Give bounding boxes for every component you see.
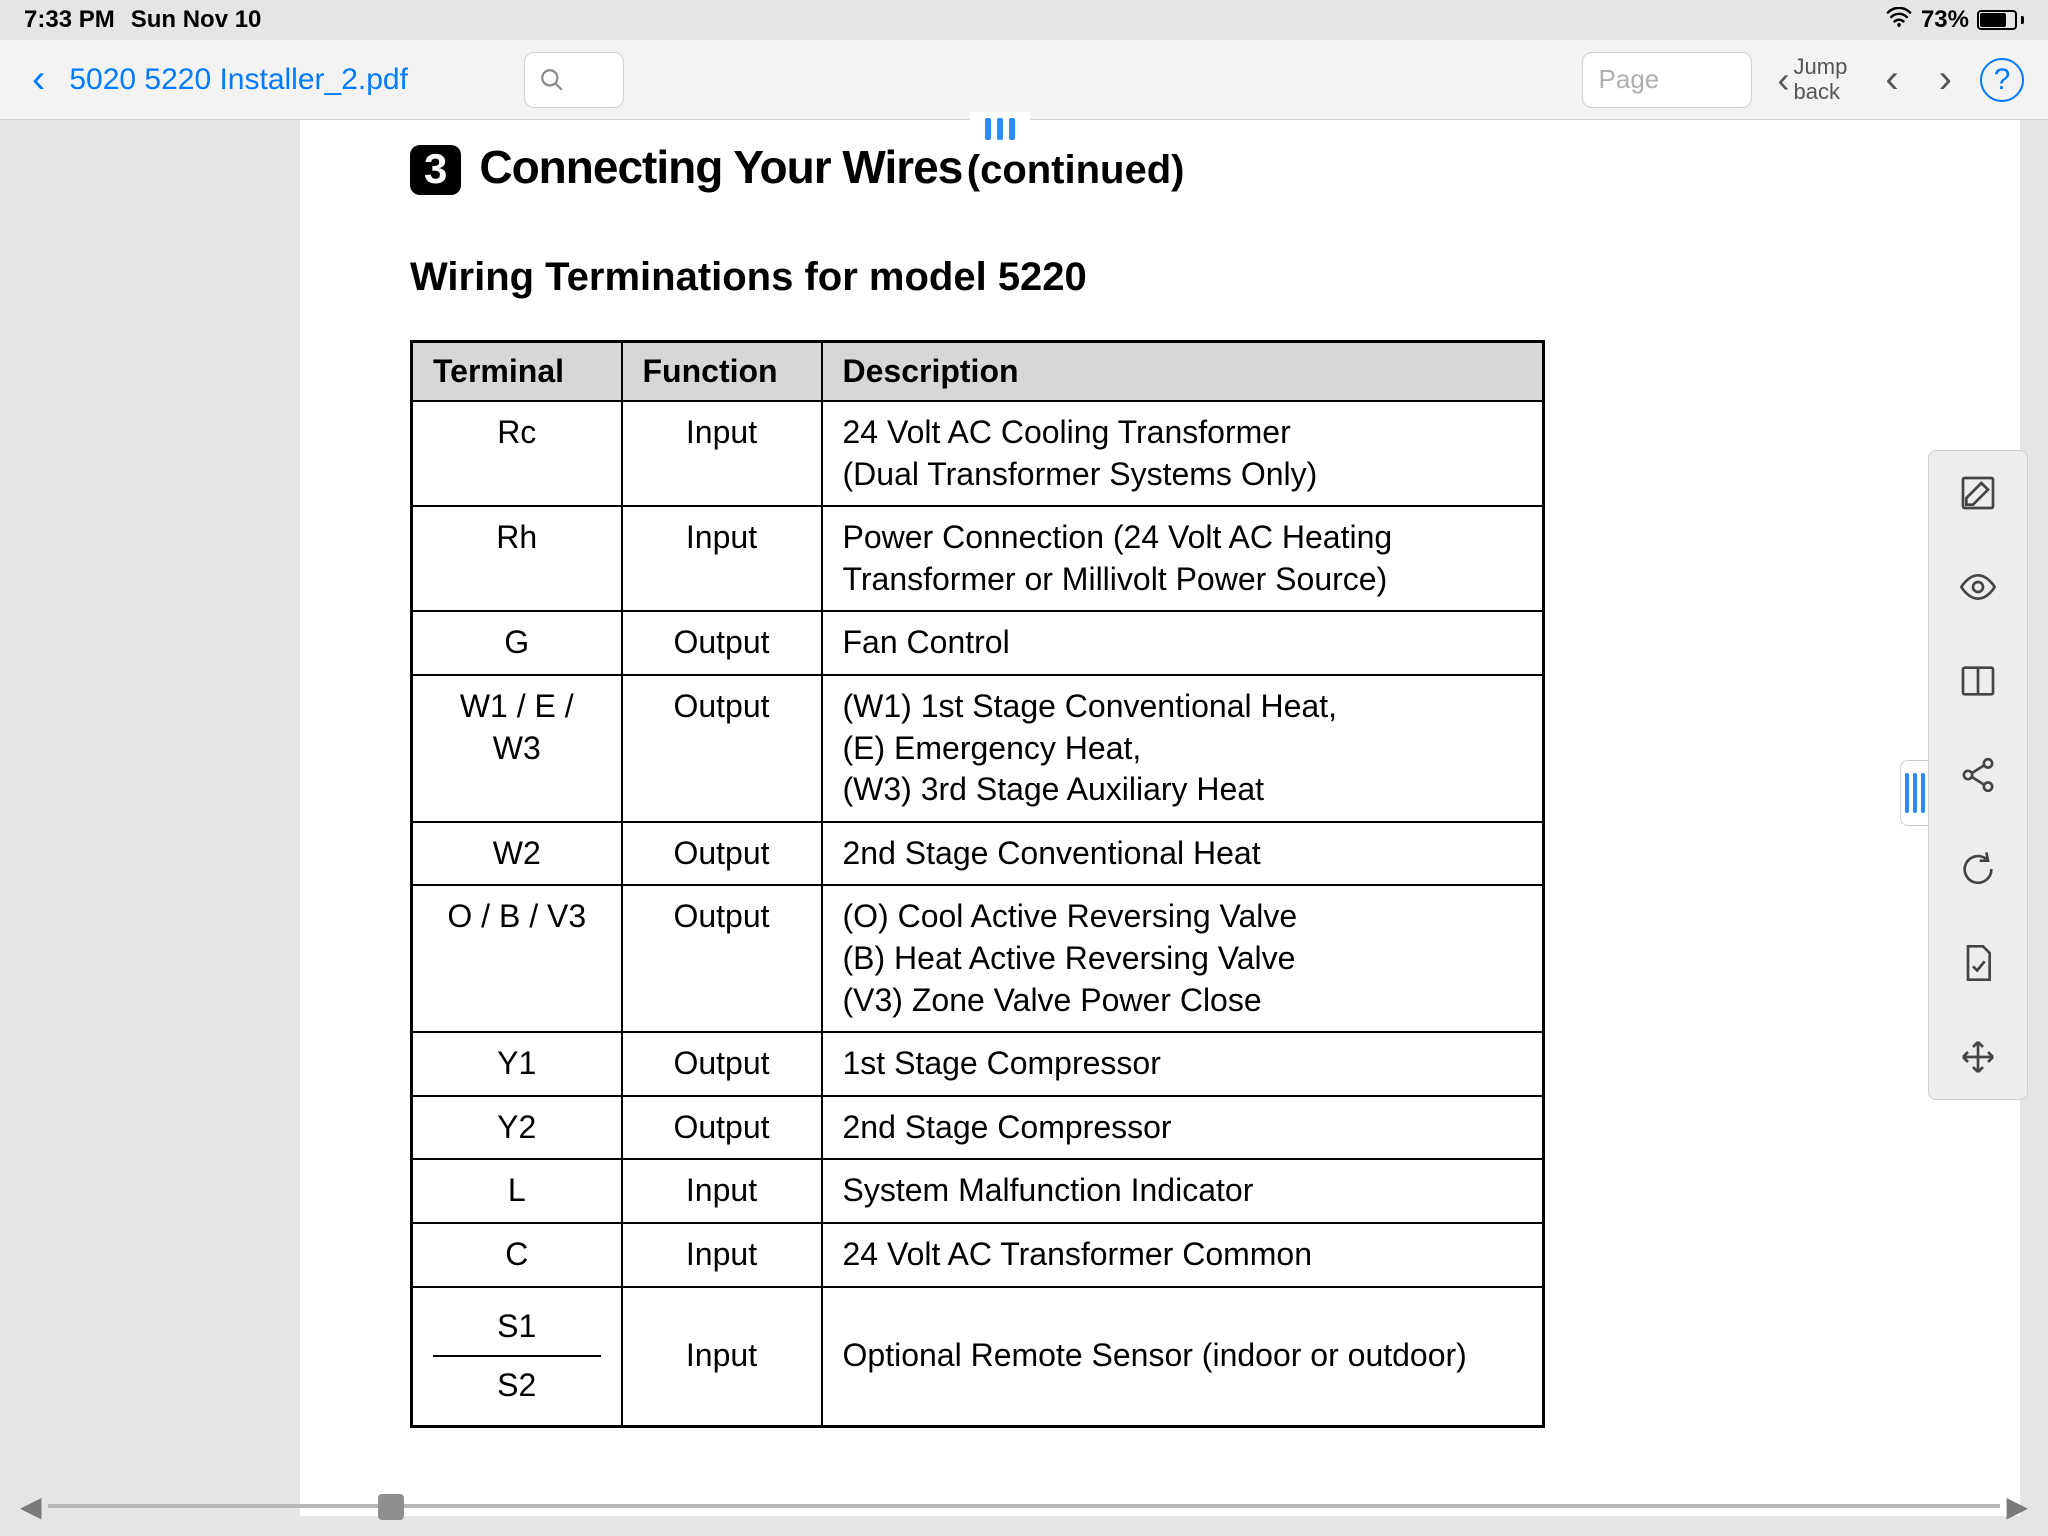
cell-terminal: C [412,1223,622,1287]
cell-terminal: G [412,611,622,675]
cell-description: 24 Volt AC Cooling Transformer(Dual Tran… [822,401,1544,506]
cell-terminal: S1S2 [412,1287,622,1427]
ipad-status-bar: 7:33 PM Sun Nov 10 73% [0,0,2048,40]
share-icon[interactable] [1956,753,2000,797]
cell-function: Input [622,1223,822,1287]
col-description: Description [822,342,1544,402]
cell-function: Output [622,611,822,675]
app-toolbar: ‹ 5020 5220 Installer_2.pdf Page ‹ Jumpb… [0,40,2048,120]
scroll-right-icon[interactable]: ▶ [2006,1490,2028,1523]
table-row: Y2Output2nd Stage Compressor [412,1096,1544,1160]
subheading: Wiring Terminations for model 5220 [410,255,1910,300]
help-button[interactable]: ? [1980,58,2024,102]
page-number-input[interactable]: Page [1582,52,1752,108]
table-row: W1 / E / W3Output(W1) 1st Stage Conventi… [412,675,1544,822]
table-header-row: Terminal Function Description [412,342,1544,402]
next-page-button[interactable]: › [1927,57,1964,102]
cell-function: Output [622,885,822,1032]
check-doc-icon[interactable] [1956,941,2000,985]
search-input[interactable] [524,52,624,108]
cell-terminal: O / B / V3 [412,885,622,1032]
cell-function: Output [622,1032,822,1096]
document-title[interactable]: 5020 5220 Installer_2.pdf [69,63,408,97]
cell-terminal: Rc [412,401,622,506]
scroll-track[interactable] [48,1504,2001,1508]
battery-percent: 73% [1921,6,1969,34]
cell-description: (W1) 1st Stage Conventional Heat,(E) Eme… [822,675,1544,822]
table-row: O / B / V3Output(O) Cool Active Reversin… [412,885,1544,1032]
cell-description: 1st Stage Compressor [822,1032,1544,1096]
table-row: GOutputFan Control [412,611,1544,675]
scroll-left-icon[interactable]: ◀ [20,1490,42,1523]
table-row: RhInputPower Connection (24 Volt AC Heat… [412,506,1544,611]
cell-description: 2nd Stage Conventional Heat [822,822,1544,886]
table-row: CInput24 Volt AC Transformer Common [412,1223,1544,1287]
section-number-badge: 3 [410,145,461,195]
side-toolbar-handle[interactable] [1900,760,1928,826]
wiring-table: Terminal Function Description RcInput24 … [410,340,1545,1428]
cell-function: Output [622,822,822,886]
cell-function: Output [622,675,822,822]
prev-page-button[interactable]: ‹ [1873,57,1910,102]
table-row: S1S2InputOptional Remote Sensor (indoor … [412,1287,1544,1427]
move-icon[interactable] [1956,1035,2000,1079]
page-placeholder: Page [1599,64,1660,95]
col-function: Function [622,342,822,402]
back-button[interactable]: ‹ [24,57,53,102]
jump-back-button[interactable]: ‹ Jumpback [1768,55,1858,103]
cell-description: Optional Remote Sensor (indoor or outdoo… [822,1287,1544,1427]
cell-function: Output [622,1096,822,1160]
cell-description: Power Connection (24 Volt AC Heating Tra… [822,506,1544,611]
section-title: Connecting Your Wires [479,141,962,193]
cell-terminal: L [412,1159,622,1223]
cell-description: 2nd Stage Compressor [822,1096,1544,1160]
pdf-page: 3 Connecting Your Wires (continued) Wiri… [300,120,2020,1516]
cell-terminal: Rh [412,506,622,611]
table-row: W2Output2nd Stage Conventional Heat [412,822,1544,886]
chevron-left-icon: ‹ [1778,59,1790,101]
top-pull-tab[interactable] [970,112,1030,142]
cell-terminal: W2 [412,822,622,886]
side-toolbar [1928,450,2028,1100]
col-terminal: Terminal [412,342,622,402]
status-time: 7:33 PM [24,6,115,34]
view-icon[interactable] [1956,565,2000,609]
scroll-thumb[interactable] [378,1494,404,1520]
table-row: Y1Output1st Stage Compressor [412,1032,1544,1096]
edit-icon[interactable] [1956,471,2000,515]
cell-function: Input [622,401,822,506]
book-icon[interactable] [1956,659,2000,703]
horizontal-scrollbar[interactable]: ◀ ▶ [20,1496,2028,1516]
section-continued: (continued) [967,148,1185,192]
table-row: LInputSystem Malfunction Indicator [412,1159,1544,1223]
cell-function: Input [622,1287,822,1427]
cell-description: Fan Control [822,611,1544,675]
search-icon [539,67,565,93]
table-row: RcInput24 Volt AC Cooling Transformer(Du… [412,401,1544,506]
document-viewport[interactable]: 3 Connecting Your Wires (continued) Wiri… [0,120,2048,1536]
cell-terminal: W1 / E / W3 [412,675,622,822]
cell-description: (O) Cool Active Reversing Valve(B) Heat … [822,885,1544,1032]
status-date: Sun Nov 10 [131,6,262,34]
wifi-icon [1885,6,1913,34]
cell-terminal: Y1 [412,1032,622,1096]
rotate-icon[interactable] [1956,847,2000,891]
jump-back-label: Jumpback [1794,55,1848,103]
cell-description: System Malfunction Indicator [822,1159,1544,1223]
cell-function: Input [622,506,822,611]
battery-icon [1977,10,2024,30]
cell-description: 24 Volt AC Transformer Common [822,1223,1544,1287]
cell-terminal: Y2 [412,1096,622,1160]
cell-function: Input [622,1159,822,1223]
